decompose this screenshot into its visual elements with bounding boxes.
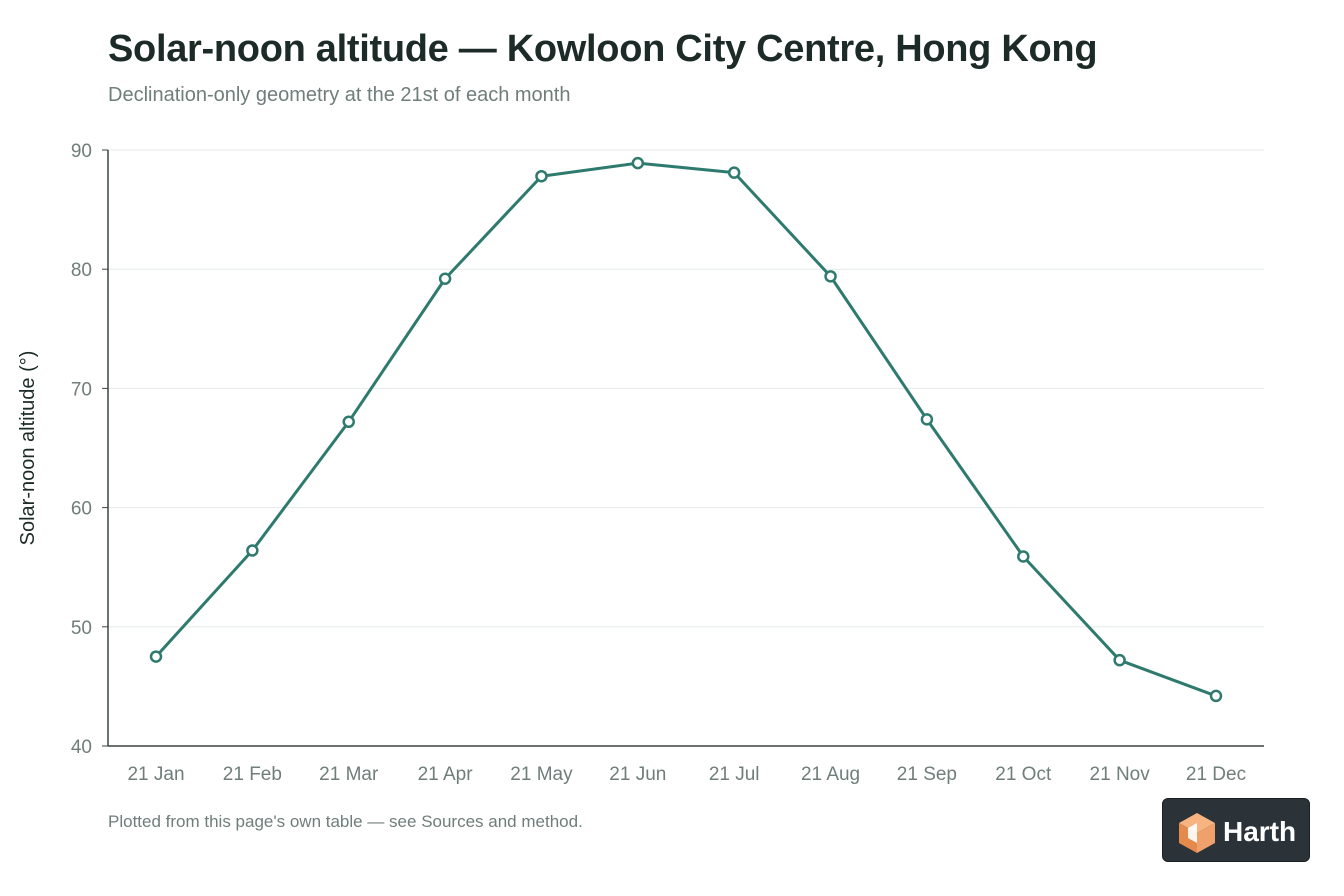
x-tick-label-21-may: 21 May bbox=[510, 764, 573, 785]
data-point-21-jul bbox=[727, 166, 741, 179]
y-tick-label-50: 50 bbox=[71, 618, 92, 639]
chart-title: Solar-noon altitude — Kowloon City Centr… bbox=[108, 28, 1098, 70]
data-point-21-jan bbox=[149, 650, 163, 663]
y-tick-labels: 40 50 60 70 80 90 bbox=[71, 141, 92, 758]
cube-logo-icon bbox=[1179, 813, 1215, 853]
data-point-21-aug bbox=[824, 270, 837, 283]
data-point-21-nov bbox=[1113, 653, 1126, 667]
brand-logo: Harth bbox=[1179, 813, 1296, 853]
data-point-21-apr bbox=[438, 272, 452, 285]
y-tick-label-90: 90 bbox=[71, 141, 92, 162]
y-axis-label: Solar-noon altitude (°) bbox=[17, 351, 39, 546]
x-tick-label-21-jan: 21 Jan bbox=[127, 764, 184, 785]
series-line-0 bbox=[154, 161, 1218, 698]
data-point-21-jun bbox=[631, 156, 645, 170]
x-tick-label-21-aug: 21 Aug bbox=[801, 764, 860, 785]
data-point-21-feb bbox=[246, 544, 259, 557]
x-tick-label-21-nov: 21 Nov bbox=[1090, 764, 1151, 785]
y-tick-label-80: 80 bbox=[71, 260, 92, 281]
data-point-21-sep bbox=[920, 413, 934, 426]
y-tick-label-40: 40 bbox=[71, 737, 92, 758]
data-point-21-may bbox=[535, 169, 548, 183]
grid-lines bbox=[108, 149, 1264, 628]
x-tick-label-21-apr: 21 Apr bbox=[418, 764, 474, 785]
x-tick-label-21-feb: 21 Feb bbox=[223, 764, 282, 785]
data-point-21-dec bbox=[1209, 689, 1223, 703]
x-tick-label-21-dec: 21 Dec bbox=[1186, 764, 1246, 785]
x-tick-label-21-sep: 21 Sep bbox=[897, 764, 957, 785]
brand-badge[interactable]: Harth bbox=[1162, 798, 1310, 862]
axes bbox=[102, 149, 1264, 747]
y-tick-label-70: 70 bbox=[71, 379, 92, 400]
data-point-21-oct bbox=[1017, 550, 1030, 563]
chart-subtitle: Declination-only geometry at the 21st of… bbox=[108, 84, 571, 106]
series-line-layer bbox=[154, 161, 1218, 698]
chart-footnote: Plotted from this page's own table — see… bbox=[108, 812, 583, 831]
y-tick-label-60: 60 bbox=[71, 499, 92, 520]
x-tick-label-21-jul: 21 Jul bbox=[709, 764, 760, 785]
x-tick-labels: 21 Jan 21 Feb 21 Mar 21 Apr 21 May 21 Jun 21 J… bbox=[127, 764, 1246, 785]
series-markers bbox=[149, 156, 1223, 703]
x-tick-label-21-oct: 21 Oct bbox=[995, 764, 1052, 785]
x-tick-label-21-mar: 21 Mar bbox=[319, 764, 379, 785]
brand-name: Harth bbox=[1223, 816, 1296, 847]
data-point-21-mar bbox=[342, 415, 355, 429]
x-tick-label-21-jun: 21 Jun bbox=[609, 764, 666, 785]
